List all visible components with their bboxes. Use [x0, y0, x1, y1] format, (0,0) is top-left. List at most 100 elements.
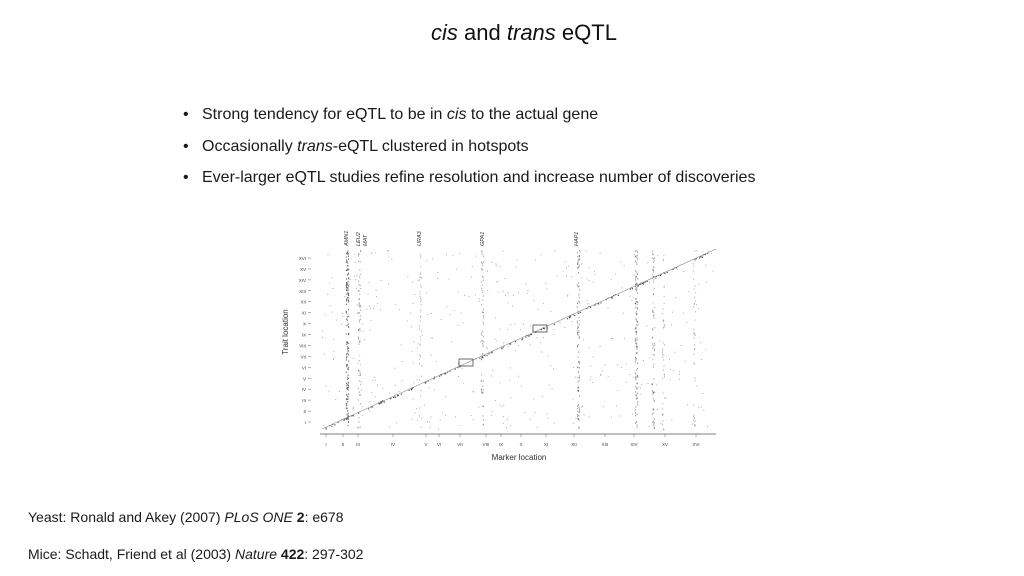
hotspot-dot	[419, 276, 421, 279]
hotspot-dot	[346, 398, 348, 400]
cis-dot	[345, 418, 347, 420]
plot-dot	[564, 327, 566, 329]
hotspot-dot	[346, 316, 348, 318]
plot-dot	[586, 278, 588, 280]
plot-dot	[377, 384, 378, 386]
hotspot-dot	[346, 303, 347, 306]
plot-dot	[594, 273, 596, 275]
hotspot-dot	[348, 393, 349, 395]
cis-dot	[351, 415, 353, 417]
plot-dot	[491, 414, 493, 416]
plot-dot	[551, 388, 553, 389]
plot-dot	[616, 405, 617, 407]
hotspot-dot	[347, 283, 349, 285]
plot-dot	[506, 427, 507, 429]
plot-dot	[696, 385, 698, 387]
plot-dot	[509, 367, 511, 369]
hotspot-dot	[652, 252, 654, 255]
cis-dot	[331, 425, 333, 427]
cis-dot	[394, 397, 396, 399]
hotspot-dot	[348, 384, 349, 387]
hotspot-dot	[636, 368, 638, 370]
hotspot-dot	[358, 329, 359, 331]
bullet-emphasis: trans	[297, 137, 333, 155]
plot-dot	[374, 379, 376, 381]
plot-dot	[700, 359, 702, 360]
hotspot-dot	[360, 403, 362, 405]
hotspot-dot	[346, 407, 348, 409]
plot-dot	[547, 355, 549, 357]
hotspot-dot	[347, 296, 349, 299]
hotspot-dot	[421, 330, 423, 332]
plot-dot	[536, 427, 538, 429]
hotspot-dot	[482, 380, 484, 382]
hotspot-dot	[577, 356, 579, 358]
plot-dot	[637, 274, 639, 275]
plot-dot	[395, 304, 397, 306]
plot-dot	[362, 331, 364, 333]
hotspot-dot	[637, 278, 639, 280]
hotspot-dot	[358, 391, 360, 393]
hotspot-dot	[634, 327, 636, 330]
hotspot-dot	[653, 423, 655, 425]
y-tick-label: III	[302, 398, 306, 403]
cis-dot	[580, 311, 582, 313]
hotspot-dot	[662, 402, 664, 405]
hotspot-dot	[662, 350, 664, 352]
hotspot-dot	[347, 376, 349, 379]
plot-dot	[692, 423, 693, 425]
cis-dot	[594, 304, 596, 306]
plot-dot	[497, 280, 499, 282]
hotspot-dot	[636, 343, 638, 345]
hotspot-dot	[359, 261, 361, 263]
plot-dot	[401, 380, 403, 382]
plot-dot	[506, 328, 508, 330]
hotspot-dot	[653, 348, 655, 351]
cis-dot	[444, 373, 446, 375]
hotspot-dot	[694, 363, 695, 365]
hotspot-dot	[359, 372, 361, 375]
hotspot-dot	[635, 279, 636, 281]
hotspot-dot	[663, 365, 665, 367]
hotspot-dot	[578, 404, 579, 406]
plot-dot	[412, 303, 414, 304]
cis-dot	[569, 316, 571, 318]
hotspot-dot	[480, 304, 482, 306]
hotspot-dot	[348, 273, 349, 275]
hotspot-dot	[635, 415, 637, 417]
hotspot-dot	[347, 396, 349, 398]
hotspot-dot	[346, 312, 347, 314]
plot-dot	[471, 266, 473, 268]
hotspot-dot	[346, 293, 348, 295]
plot-dot	[707, 426, 708, 427]
hotspot-dot	[577, 407, 578, 410]
hotspot-dot	[577, 405, 579, 407]
hotspot-dot	[694, 334, 696, 337]
hotspot-dot	[653, 354, 655, 356]
hotspot-dot	[635, 318, 637, 320]
plot-dot	[427, 421, 428, 423]
hotspot-dot	[360, 305, 361, 307]
hotspot-dot	[635, 261, 637, 264]
plot-dot	[507, 292, 509, 294]
plot-dot	[487, 290, 489, 292]
hotspot-dot	[347, 290, 349, 292]
hotspot-dot	[348, 268, 350, 271]
hotspot-dot	[346, 364, 348, 366]
plot-dot	[680, 345, 682, 346]
cis-dot	[631, 288, 633, 290]
hotspot-dot	[577, 329, 579, 332]
plot-dot	[530, 418, 531, 420]
hotspot-dot	[634, 270, 636, 272]
plot-dot	[639, 387, 641, 389]
hotspot-dot	[662, 348, 664, 350]
cis-dot	[543, 328, 545, 330]
cis-dot	[380, 402, 382, 404]
hotspot-dot	[637, 404, 639, 406]
bullet-item: • Ever-larger eQTL studies refine resolut…	[183, 167, 755, 199]
cis-dot	[370, 406, 372, 408]
hotspot-dot	[357, 387, 359, 390]
hotspot-dot	[578, 411, 580, 413]
cis-dot	[380, 401, 382, 403]
hotspot-dot	[345, 269, 347, 271]
